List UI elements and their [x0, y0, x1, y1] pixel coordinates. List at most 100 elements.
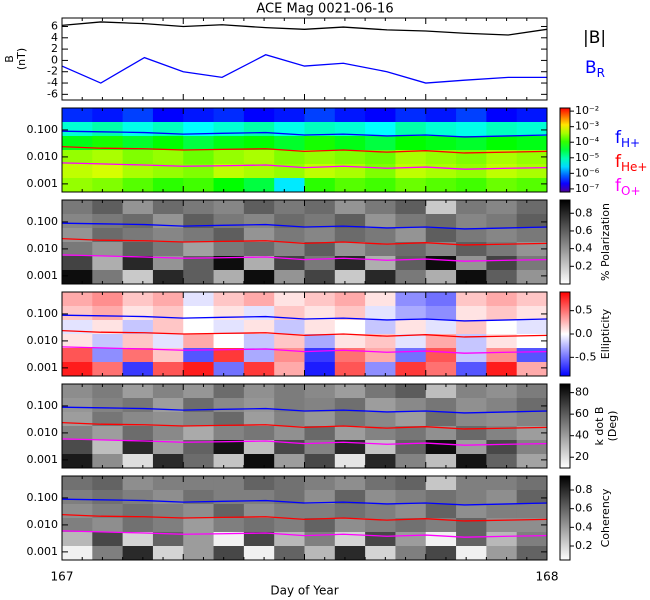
- heat-cell: [152, 504, 184, 519]
- heat-cell: [365, 306, 396, 321]
- heat-cell: [334, 200, 366, 215]
- series-line: [62, 513, 547, 522]
- heat-cell: [304, 200, 336, 215]
- heat-cell: [365, 122, 396, 137]
- y-tick-label: 0.100: [27, 307, 59, 320]
- heat-cell: [395, 504, 427, 519]
- heat-cell: [516, 334, 547, 349]
- heat-cell: [213, 398, 245, 413]
- colorbar-tick-label: 0.6: [575, 224, 593, 237]
- heat-cell: [213, 362, 245, 376]
- heat-cell: [486, 440, 518, 455]
- heat-cell: [183, 412, 215, 427]
- heat-cell: [425, 504, 457, 519]
- heat-cell: [365, 454, 396, 468]
- heat-cell: [274, 214, 305, 229]
- y-tick-label: 0.001: [27, 177, 59, 190]
- heat-cell: [122, 454, 154, 468]
- y-tick-label: -6: [47, 87, 58, 100]
- heat-cell: [274, 270, 305, 284]
- heat-cell: [304, 178, 336, 192]
- heat-cell: [516, 426, 547, 441]
- heat-cell: [456, 122, 487, 137]
- heat-cell: [456, 440, 487, 455]
- heat-cell: [486, 546, 518, 560]
- heat-cell: [62, 214, 93, 229]
- heat-cell: [183, 384, 215, 399]
- heat-cell: [92, 362, 124, 376]
- heat-cell: [334, 454, 366, 468]
- heat-cell: [152, 532, 184, 547]
- heat-cell: [183, 228, 215, 243]
- heat-cell: [274, 320, 305, 335]
- heat-cell: [243, 320, 275, 335]
- heat-cell: [425, 426, 457, 441]
- heat-cell: [486, 136, 518, 151]
- heat-cell: [243, 178, 275, 192]
- heat-cell: [62, 362, 93, 376]
- heat-cell: [152, 178, 184, 192]
- heat-cell: [152, 136, 184, 151]
- heat-cell: [274, 108, 305, 123]
- heat-cell: [516, 178, 547, 192]
- heat-cell: [62, 164, 93, 179]
- heat-cell: [304, 426, 336, 441]
- heat-cell: [92, 490, 124, 505]
- heat-cell: [516, 348, 547, 363]
- heat-cell: [243, 214, 275, 229]
- heat-cell: [243, 108, 275, 123]
- heat-cell: [304, 546, 336, 560]
- colorbar-tick-label: 10⁻⁷: [575, 182, 599, 195]
- heat-cell: [213, 164, 245, 179]
- heat-cell: [395, 440, 427, 455]
- heat-cell: [486, 178, 518, 192]
- heat-cell: [486, 320, 518, 335]
- heat-cell: [152, 320, 184, 335]
- heat-cell: [183, 136, 215, 151]
- colorbar-tick-label: 10⁻²: [575, 104, 599, 117]
- heat-cell: [395, 256, 427, 271]
- heat-cell: [304, 214, 336, 229]
- heat-cell: [395, 228, 427, 243]
- heat-cell: [183, 292, 215, 307]
- series-line: [62, 329, 547, 338]
- heat-cell: [122, 546, 154, 560]
- heat-cell: [425, 476, 457, 491]
- colorbar-tick-label: 0.8: [575, 483, 593, 496]
- heat-cell: [456, 362, 487, 376]
- y-tick-label: 0.010: [27, 426, 59, 439]
- plot-area: [62, 200, 547, 284]
- heat-cell: [486, 108, 518, 123]
- heat-cell: [456, 320, 487, 335]
- heat-cell: [334, 490, 366, 505]
- heat-cell: [334, 384, 366, 399]
- heat-cell: [183, 306, 215, 321]
- heat-cell: [152, 476, 184, 491]
- heat-cell: [122, 200, 154, 215]
- heat-cell: [122, 292, 154, 307]
- heat-cell: [152, 546, 184, 560]
- heat-cell: [516, 320, 547, 335]
- series-line: [62, 421, 547, 430]
- heat-cell: [365, 150, 396, 165]
- heat-cell: [274, 476, 305, 491]
- heat-cell: [92, 412, 124, 427]
- heat-cell: [183, 242, 215, 257]
- heat-cell: [425, 164, 457, 179]
- heat-cell: [152, 384, 184, 399]
- heat-cell: [334, 504, 366, 519]
- heat-cell: [425, 440, 457, 455]
- heat-cell: [243, 362, 275, 376]
- heat-cell: [486, 518, 518, 533]
- heat-cell: [516, 532, 547, 547]
- heat-cell: [456, 228, 487, 243]
- y-tick-label: 0.100: [27, 215, 59, 228]
- heat-cell: [486, 384, 518, 399]
- heat-cell: [152, 256, 184, 271]
- heat-cell: [92, 256, 124, 271]
- y-tick-label: 0.100: [27, 399, 59, 412]
- heat-cell: [213, 334, 245, 349]
- heat-cell: [334, 532, 366, 547]
- heat-cell: [425, 150, 457, 165]
- legend-entry: fHe+: [615, 152, 647, 174]
